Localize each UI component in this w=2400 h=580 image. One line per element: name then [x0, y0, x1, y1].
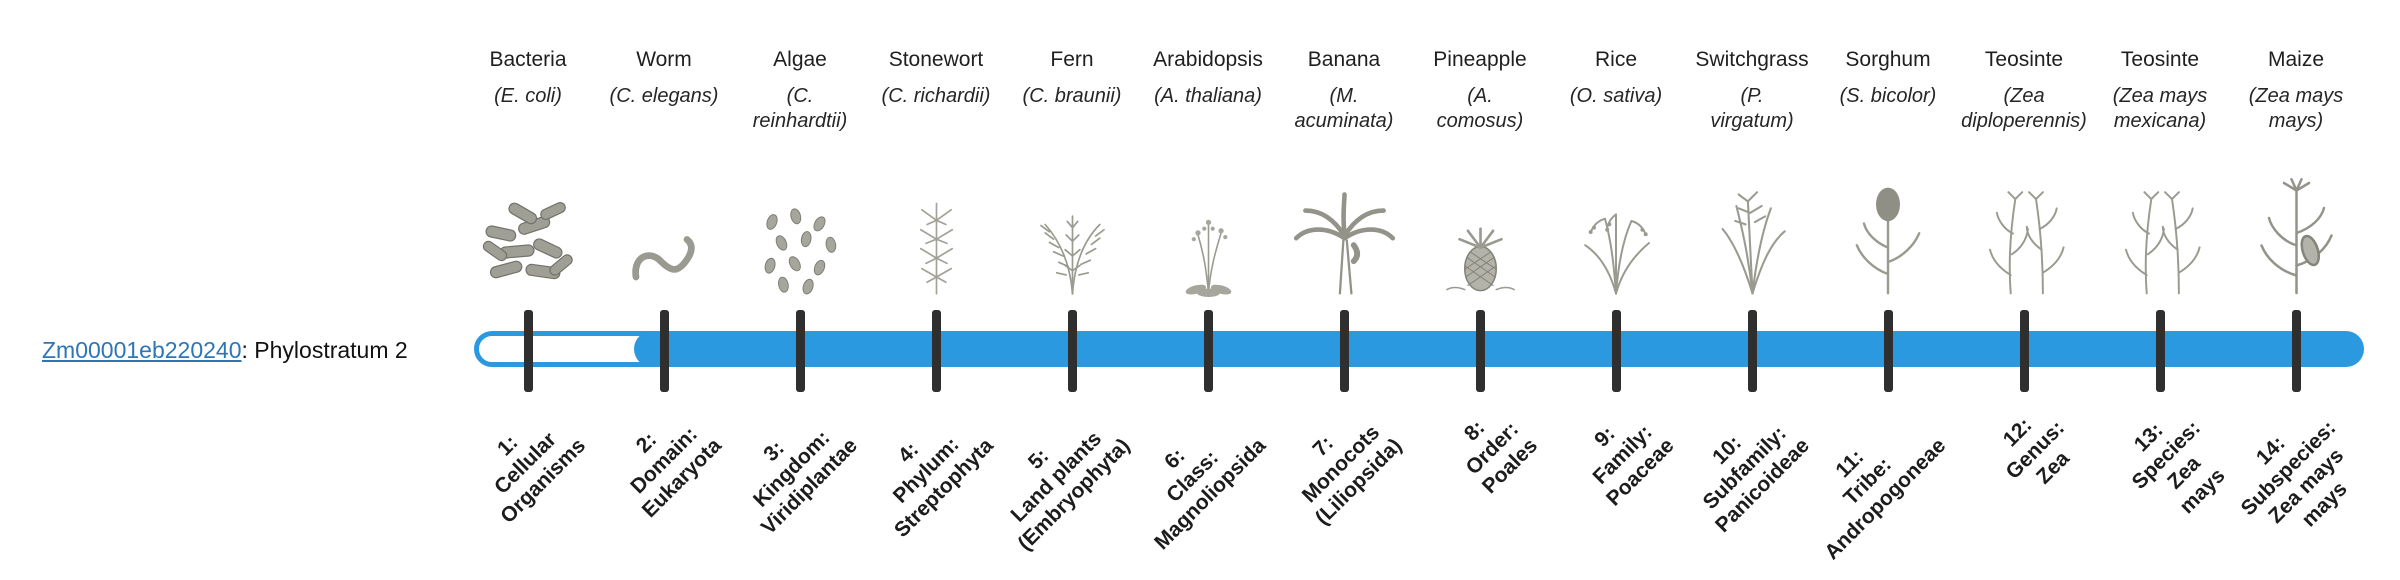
- algae-icon: [725, 166, 875, 298]
- phylostratum-tick-12: [2020, 310, 2029, 392]
- organism-column: Arabidopsis (A. thaliana): [1133, 48, 1283, 297]
- organism-scientific-name: (C. reinhardtii): [752, 85, 848, 132]
- banana-tree-icon: [1269, 166, 1419, 298]
- organism-scientific-name: (M. acuminata): [1294, 85, 1394, 132]
- phylostratum-tick-10: [1748, 310, 1757, 392]
- organism-name: Sorghum: [1845, 48, 1931, 71]
- phylostratum-tick-8: [1476, 310, 1485, 392]
- teosinte-diploperennis-icon: [1949, 166, 2099, 298]
- phylostratum-label-8: 8: Order: Poales: [1460, 416, 1543, 499]
- phylostratum-text: : Phylostratum 2: [241, 337, 408, 363]
- phylostratum-label-11: 11: Tribe: Andropogoneae: [1820, 434, 1951, 565]
- phylostratum-tick-9: [1612, 310, 1621, 392]
- organism-column: Switchgrass (P. virgatum): [1677, 48, 1827, 295]
- pineapple-icon: [1405, 166, 1555, 298]
- phylostratum-tick-4: [932, 310, 941, 392]
- organism-scientific-name: (O. sativa): [1569, 85, 1663, 107]
- organism-scientific-name: (A. comosus): [1436, 85, 1524, 132]
- phylostratum-label-3: 3: Kingdom: Viridiplantae: [749, 426, 863, 540]
- organism-name: Worm: [636, 48, 692, 71]
- phylostratum-tick-14: [2292, 310, 2301, 392]
- phylostratum-tick-13: [2156, 310, 2165, 392]
- worm-icon: [589, 166, 739, 298]
- organism-scientific-name: (C. richardii): [881, 85, 991, 107]
- phylostratum-label-14: 14: Subspecies: Zea mays mays: [2237, 416, 2352, 532]
- phylostratum-label-13: 13: Species: Zea mays: [2127, 416, 2229, 518]
- phylostratum-label-12: 12: Genus: Zea: [1998, 413, 2074, 489]
- organism-scientific-name: (E. coli): [494, 85, 562, 107]
- organism-scientific-name: (C. braunii): [1022, 85, 1122, 107]
- organism-name: Rice: [1594, 48, 1637, 71]
- organism-column: Pineapple (A. comosus): [1405, 48, 1555, 292]
- phylostratum-tick-1: [524, 310, 533, 392]
- organism-column: Maize (Zea mays mays): [2221, 48, 2371, 295]
- phylostratum-tick-2: [660, 310, 669, 392]
- gene-id-link[interactable]: Zm00001eb220240: [42, 337, 242, 363]
- organism-column: Bacteria (E. coli): [453, 48, 603, 280]
- organism-name: Pineapple: [1433, 48, 1527, 71]
- organism-column: Sorghum (S. bicolor): [1813, 48, 1963, 295]
- phylostratum-label-9: 9: Family: Poaceae: [1588, 420, 1679, 511]
- organism-name: Banana: [1307, 48, 1381, 71]
- phylostratum-label-4: 4: Phylum: Streptophyta: [889, 433, 999, 543]
- organism-column: Worm (C. elegans): [589, 48, 739, 281]
- phylostratum-label-6: 6: Class: Magnoliopsida: [1150, 434, 1271, 555]
- stonewort-icon: [861, 166, 1011, 298]
- sorghum-icon: [1813, 166, 1963, 298]
- organism-column: Fern (C. braunii): [997, 48, 1147, 295]
- teosinte-mexicana-icon: [2085, 166, 2235, 298]
- phylostratum-tick-6: [1204, 310, 1213, 392]
- phylostratum-tick-5: [1068, 310, 1077, 392]
- fern-icon: [997, 166, 1147, 298]
- organism-scientific-name: (C. elegans): [609, 85, 719, 107]
- organism-scientific-name: (Zea mays mexicana): [2112, 85, 2208, 132]
- organism-column: Teosinte (Zea mays mexicana): [2085, 48, 2235, 295]
- phylostratum-label-1: 1: Cellular Organisms: [490, 428, 591, 529]
- organism-name: Teosinte: [2120, 48, 2200, 71]
- organism-name: Arabidopsis: [1153, 48, 1263, 71]
- switchgrass-icon: [1677, 166, 1827, 298]
- organism-column: Banana (M. acuminata): [1269, 48, 1419, 295]
- organism-column: Stonewort (C. richardii): [861, 48, 1011, 295]
- organism-name: Fern: [1050, 48, 1094, 71]
- phylostratum-label-2: 2: Domain: Eukaryota: [626, 422, 727, 523]
- organism-name: Bacteria: [489, 48, 567, 71]
- rice-plant-icon: [1541, 166, 1691, 298]
- organism-column: Algae (C. reinhardtii): [725, 48, 875, 295]
- arabidopsis-icon: [1133, 166, 1283, 298]
- bacteria-icon: [453, 166, 603, 298]
- organism-name: Stonewort: [888, 48, 984, 71]
- phylostratum-tick-3: [796, 310, 805, 392]
- maize-plant-icon: [2221, 166, 2371, 298]
- phylostratum-bar-fill: [634, 331, 2364, 367]
- organism-name: Maize: [2267, 48, 2325, 71]
- organism-scientific-name: (A. thaliana): [1154, 85, 1262, 107]
- gene-label: Zm00001eb220240: Phylostratum 2: [42, 337, 408, 364]
- phylostratum-label-7: 7: Monocots (Liliopsida): [1297, 421, 1407, 530]
- organism-name: Teosinte: [1984, 48, 2064, 71]
- organism-name: Algae: [773, 48, 827, 71]
- phylostratum-label-5: 5: Land plants (Embryophyta): [1006, 427, 1135, 556]
- organism-scientific-name: (S. bicolor): [1839, 85, 1937, 107]
- phylostratum-tick-11: [1884, 310, 1893, 392]
- organism-scientific-name: (P. virgatum): [1710, 85, 1794, 132]
- phylostratum-tick-7: [1340, 310, 1349, 392]
- organism-column: Rice (O. sativa): [1541, 48, 1691, 295]
- organism-column: Teosinte (Zea diploperennis): [1949, 48, 2099, 295]
- organism-scientific-name: (Zea mays mays): [2248, 85, 2344, 132]
- organism-scientific-name: (Zea diploperennis): [1961, 85, 2087, 132]
- organism-name: Switchgrass: [1695, 48, 1809, 71]
